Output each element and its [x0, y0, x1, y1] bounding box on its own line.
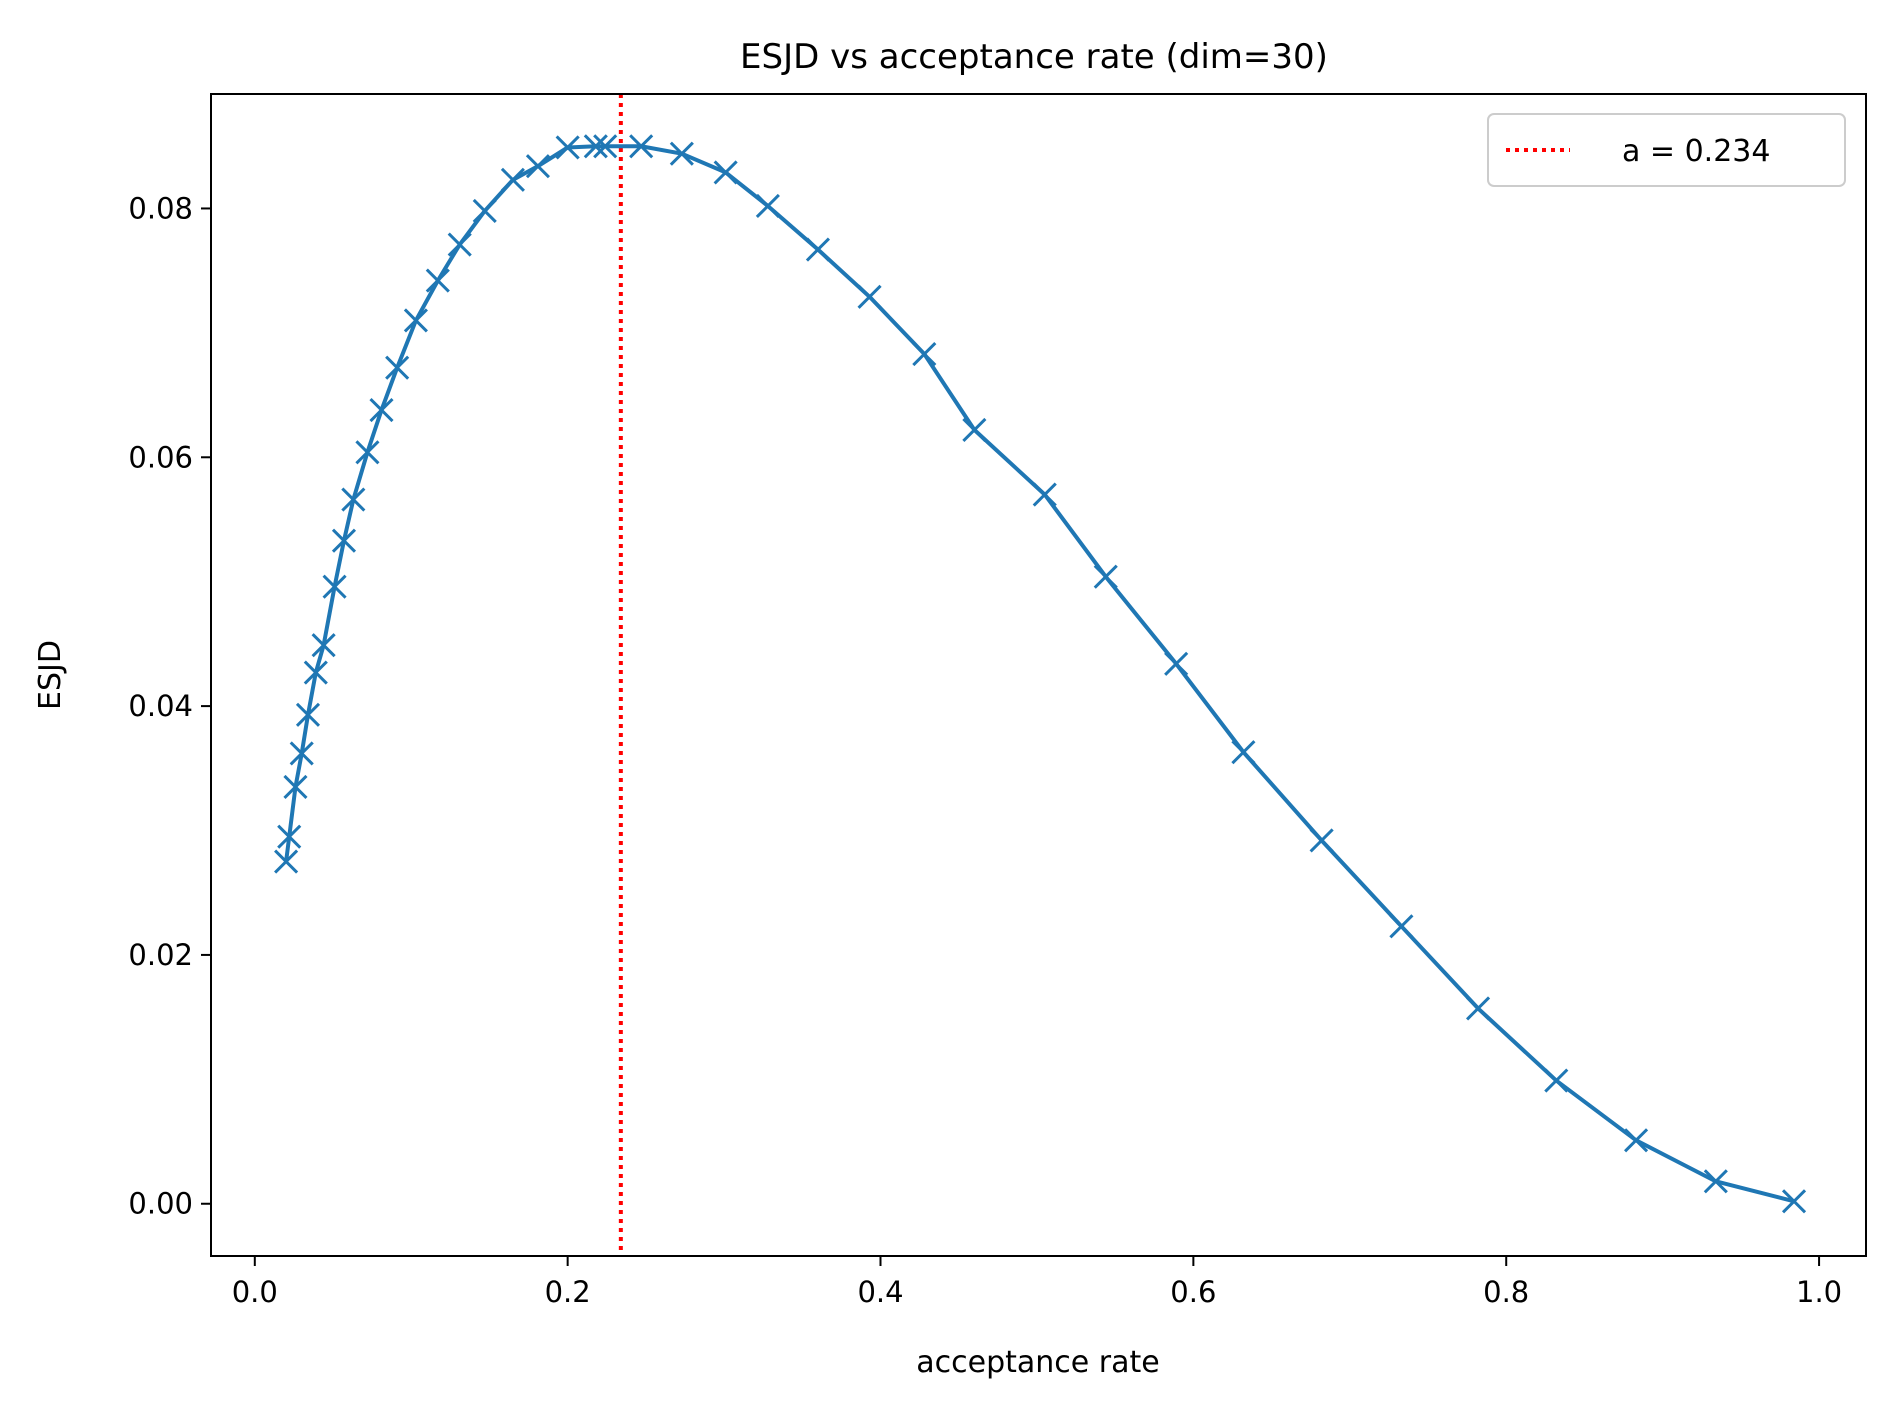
data-point: [1703, 1169, 1728, 1194]
data-point: [500, 167, 525, 192]
data-point: [555, 135, 580, 160]
data-point: [857, 284, 882, 309]
data-point: [277, 824, 302, 849]
data-point: [322, 574, 347, 599]
data-point: [912, 341, 937, 367]
data-point: [425, 268, 450, 293]
axes-frame: [210, 93, 1867, 1257]
y-tick-label: 0.04: [128, 689, 193, 723]
data-point: [1309, 828, 1334, 853]
y-tick-label: 0.06: [128, 440, 193, 474]
data-point: [289, 741, 314, 766]
data-point: [385, 355, 410, 380]
data-point: [311, 633, 336, 658]
plot-area: [274, 94, 1807, 1256]
data-point: [1164, 651, 1189, 676]
data-point: [447, 232, 472, 257]
data-point: [1781, 1189, 1807, 1214]
data-point: [1389, 914, 1414, 939]
data-point: [341, 487, 366, 512]
data-point: [593, 134, 618, 159]
data-point: [283, 774, 308, 800]
data-point: [369, 397, 394, 423]
data-point: [755, 193, 780, 219]
y-axis-label: ESJD: [33, 640, 68, 710]
data-point: [1544, 1068, 1569, 1093]
data-point: [713, 160, 738, 185]
data-point: [331, 528, 357, 553]
data-point: [1231, 740, 1256, 765]
data-point: [1032, 482, 1057, 507]
data-point: [583, 134, 608, 159]
x-tick-label: 0.6: [1170, 1275, 1216, 1309]
y-tick-label: 0.00: [128, 1187, 193, 1221]
data-point: [303, 660, 328, 685]
data-point: [274, 849, 299, 874]
data-point: [472, 198, 497, 224]
data-point: [1623, 1128, 1649, 1153]
y-axis-ticks: 0.00 0.02 0.04 0.06 0.08: [128, 191, 211, 1221]
x-tick-label: 0.0: [232, 1275, 278, 1309]
legend-label-reference-line: a = 0.234: [1622, 134, 1770, 169]
x-tick-label: 0.8: [1483, 1275, 1529, 1309]
data-point: [1465, 996, 1491, 1021]
legend-box: [1487, 113, 1846, 187]
y-tick-label: 0.08: [128, 191, 193, 225]
x-axis-ticks: 0.0 0.2 0.4 0.6 0.8 1.0: [232, 1256, 1842, 1309]
legend: a = 0.234: [1487, 113, 1846, 187]
data-point: [295, 702, 321, 727]
x-tick-label: 0.4: [857, 1275, 903, 1309]
chart-title: ESJD vs acceptance rate (dim=30): [740, 37, 1328, 77]
data-point: [355, 440, 380, 465]
x-axis-label: acceptance rate: [916, 1345, 1159, 1380]
data-point: [669, 141, 694, 166]
x-tick-label: 1.0: [1796, 1275, 1842, 1309]
x-tick-label: 0.2: [545, 1275, 591, 1309]
data-point: [805, 237, 830, 262]
data-point: [525, 154, 550, 179]
data-point: [403, 308, 428, 333]
data-point: [962, 417, 987, 442]
data-point: [629, 134, 654, 159]
y-tick-label: 0.02: [128, 938, 193, 972]
data-point: [1093, 564, 1118, 589]
